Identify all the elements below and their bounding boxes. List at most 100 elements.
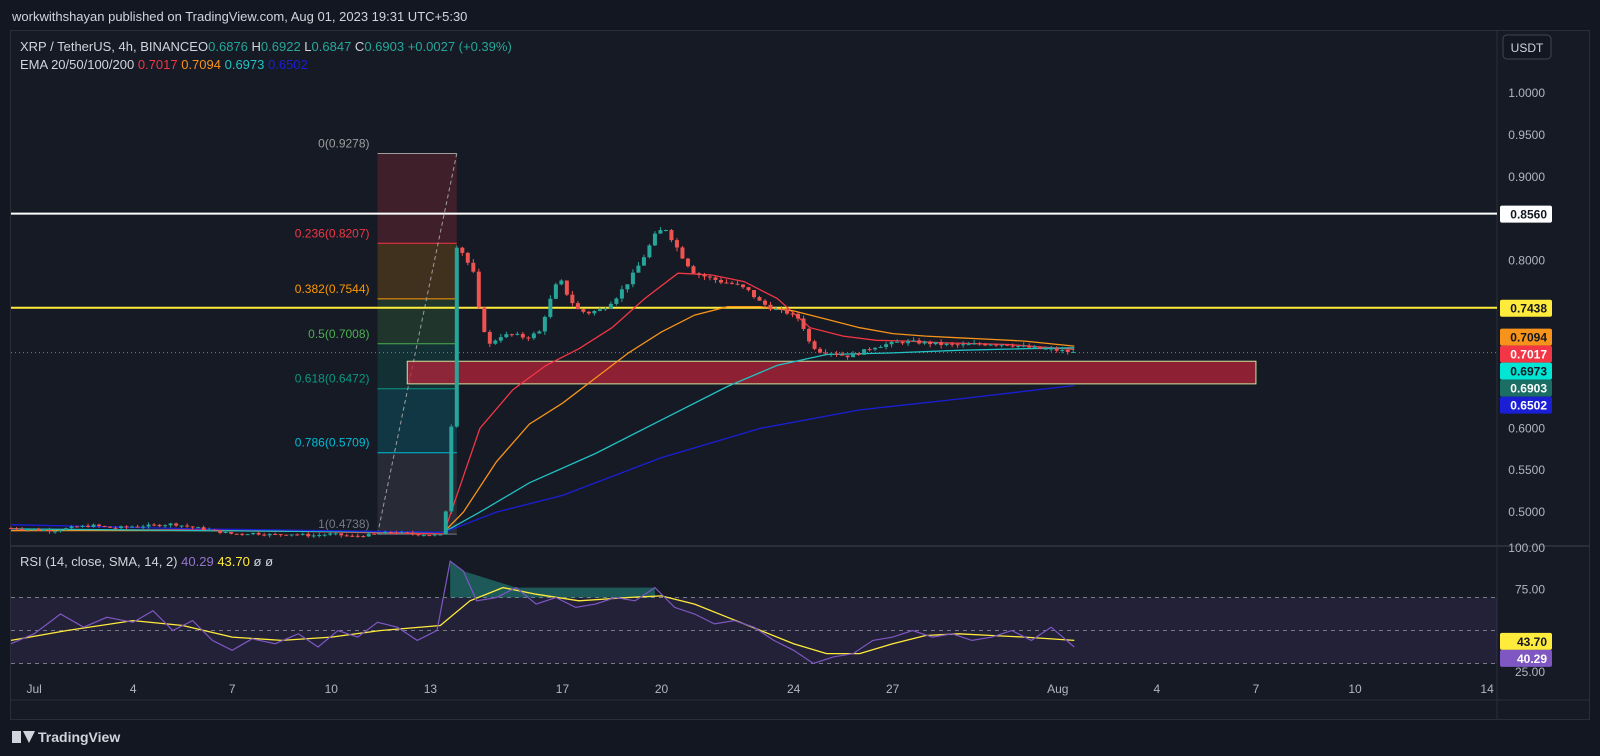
candle-body xyxy=(53,531,58,533)
candle-body xyxy=(377,533,382,535)
price-label-text: 0.6903 xyxy=(1510,382,1547,396)
price-label-text: 0.8560 xyxy=(1510,208,1547,222)
candle-body xyxy=(223,532,228,534)
candle-body xyxy=(663,230,668,232)
tradingview-logo-icon xyxy=(12,731,35,743)
candle-body xyxy=(702,274,707,277)
candle-body xyxy=(796,313,801,319)
rsi-legend-sma: 43.70 xyxy=(217,554,250,569)
candle-body xyxy=(405,532,410,534)
candle-body xyxy=(581,309,586,312)
candle-body xyxy=(185,525,190,527)
candle-body xyxy=(157,524,162,527)
candle-body xyxy=(768,304,773,310)
price-axis: 1.0000 0.9500 0.9000 0.8000 0.6000 0.5500 0.50… xyxy=(1500,86,1552,519)
fib-level-label: 1(0.4738) xyxy=(318,517,369,531)
fib-band xyxy=(377,153,457,244)
candle-body xyxy=(493,340,498,344)
candle-body xyxy=(284,534,289,536)
rsi-tick-label: 25.00 xyxy=(1515,665,1545,679)
candle-body xyxy=(498,337,503,341)
currency-button[interactable] xyxy=(1502,34,1552,60)
candle-body xyxy=(807,328,812,342)
candle-body xyxy=(520,333,525,338)
candle-body xyxy=(179,525,184,527)
price-label-box xyxy=(1500,205,1552,223)
candle-body xyxy=(75,526,80,528)
candle-body xyxy=(152,524,157,526)
candle-body xyxy=(427,535,432,537)
fib-level-label: 0.618(0.6472) xyxy=(295,372,370,386)
candle-body xyxy=(47,530,52,532)
candle-body xyxy=(1054,348,1059,351)
candle-body xyxy=(867,349,872,351)
candle-body xyxy=(785,309,790,314)
candle-body xyxy=(36,529,41,531)
candle-body xyxy=(829,353,834,355)
time-tick-label: 20 xyxy=(655,682,669,696)
time-tick-label: 7 xyxy=(229,682,236,696)
candle-body xyxy=(592,310,597,314)
rsi-legend: RSI (14, close, SMA, 14, 2) 40.29 43.70 … xyxy=(20,554,273,569)
candle-body xyxy=(669,230,674,241)
candle-body xyxy=(102,526,107,528)
candle-body xyxy=(432,534,437,536)
time-tick-label: 4 xyxy=(130,682,137,696)
candle-body xyxy=(752,290,756,298)
candle-body xyxy=(1060,350,1065,352)
candle-body xyxy=(515,333,520,335)
candle-body xyxy=(31,529,36,531)
tradingview-logo[interactable]: TradingView xyxy=(12,729,120,745)
candle-body xyxy=(251,532,256,535)
ema20-line xyxy=(10,272,1075,535)
price-label-text: 0.7438 xyxy=(1510,302,1547,316)
candle-body xyxy=(509,334,514,336)
candle-body xyxy=(460,247,465,253)
time-tick-label: 24 xyxy=(787,682,801,696)
price-label-text: 0.7094 xyxy=(1510,331,1547,345)
candle-body xyxy=(1071,351,1076,353)
candle-body xyxy=(619,289,624,299)
candle-body xyxy=(421,535,426,537)
candle-body xyxy=(14,528,19,530)
candle-body xyxy=(86,525,91,528)
candle-body xyxy=(256,532,261,535)
legend-c-label: C xyxy=(355,39,364,54)
support-zone-rect xyxy=(406,360,1257,385)
candle-body xyxy=(575,303,580,310)
candle-body xyxy=(262,534,267,536)
candle-body xyxy=(845,355,850,358)
price-tick-label: 0.5500 xyxy=(1508,463,1545,477)
legend-h-label: H xyxy=(252,39,261,54)
candle-body xyxy=(267,534,272,536)
candle-body xyxy=(895,341,900,343)
candle-body xyxy=(388,531,393,533)
rsi-legend-extra1: ø xyxy=(253,554,261,569)
candle-body xyxy=(113,527,118,529)
candle-body xyxy=(763,300,768,305)
candle-body xyxy=(1005,344,1010,346)
candle-body xyxy=(1049,348,1054,350)
rsi-line xyxy=(10,560,1075,665)
publisher-bar: workwithshayan published on TradingView.… xyxy=(0,0,1600,30)
candle-body xyxy=(724,282,729,284)
legend-ema200: 0.6502 xyxy=(268,57,308,72)
candle-body xyxy=(410,532,415,535)
candle-body xyxy=(823,352,828,354)
candle-body xyxy=(586,311,591,314)
time-tick-label: 4 xyxy=(1154,682,1161,696)
candle-body xyxy=(1032,346,1037,348)
candle-body xyxy=(718,279,723,283)
candle-body xyxy=(625,284,630,290)
candle-body xyxy=(779,309,784,311)
legend-h-value: 0.6922 xyxy=(261,39,301,54)
candle-body xyxy=(311,535,316,537)
price-tick-label: 0.9500 xyxy=(1508,128,1545,142)
candle-body xyxy=(961,344,966,346)
legend-c-value: 0.6903 xyxy=(364,39,404,54)
footer-bar xyxy=(0,720,1600,756)
candle-body xyxy=(647,245,652,258)
rsi-legend-extra2: ø xyxy=(265,554,273,569)
candle-body xyxy=(212,529,217,531)
